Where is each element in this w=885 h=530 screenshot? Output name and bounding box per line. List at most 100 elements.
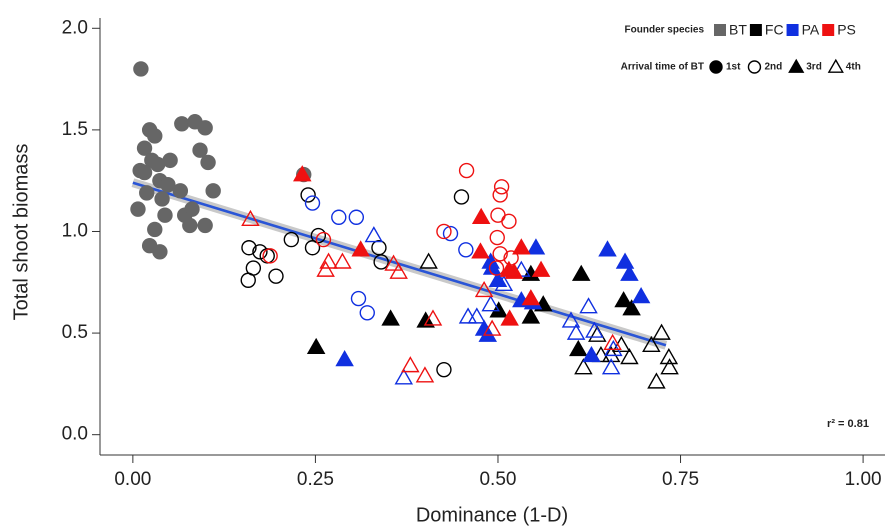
point [300,187,316,203]
point [521,307,541,324]
point [474,280,494,298]
legend-label: 4th [846,62,861,73]
point [591,345,611,363]
point [526,238,546,255]
point [585,321,604,338]
point [197,120,213,136]
point [615,252,635,269]
point [384,254,403,271]
point [240,272,256,288]
legend-label: 2nd [764,62,782,73]
point [631,287,651,304]
x-tick-label: 1.00 [845,469,882,490]
point [241,240,257,256]
point [471,242,490,259]
point [660,358,679,375]
point [566,323,586,340]
legend-title: Founder species [625,25,705,36]
point [205,183,221,199]
legend-marker [709,60,723,74]
point [419,252,438,269]
point [614,291,633,308]
point [139,185,155,201]
point [482,319,502,336]
point [268,268,284,284]
legend-label: 3rd [806,62,822,73]
point [304,240,321,256]
point [416,311,435,328]
y-tick-label: 1.5 [62,119,88,140]
point [499,260,519,277]
point [152,244,168,260]
point [659,348,679,365]
y-tick-label: 1.0 [62,220,88,241]
point [364,226,384,243]
x-axis-label: Dominance (1-D) [416,504,568,526]
legend-swatch [714,24,726,36]
point [490,207,506,223]
point [394,368,414,385]
point [493,179,510,195]
point [306,337,326,355]
legend-label: FC [765,22,784,38]
point [262,248,278,264]
point [381,309,400,326]
point [371,240,387,256]
point [620,348,639,365]
point [467,307,487,324]
point [133,61,149,77]
point [501,213,517,230]
x-tick-label: 0.00 [114,469,151,490]
point [184,201,200,217]
point [453,189,470,205]
point [579,297,598,314]
point [436,223,452,240]
x-tick-label: 0.75 [662,469,699,490]
point [458,162,475,179]
point [642,335,661,353]
point [458,242,474,258]
legend-label: PA [802,22,820,38]
point [601,345,621,363]
legend-title: Arrival time of BT [621,62,704,73]
point [521,289,541,306]
point [373,254,389,270]
point [401,356,420,373]
point [622,299,641,316]
point [154,191,170,207]
point [500,309,519,326]
legend-swatch [786,24,799,36]
point [147,128,163,144]
y-axis-label: Total shoot biomass [10,144,32,321]
point [136,164,153,181]
point [436,361,452,378]
point [512,238,531,255]
y-tick-label: 0.0 [62,424,88,445]
point [147,221,163,238]
point [478,325,498,342]
point [601,358,621,375]
point [162,152,178,169]
point [310,227,327,244]
legend-marker [827,58,844,73]
legend-marker [788,58,805,73]
r2-annotation: r² = 0.81 [827,418,869,430]
point [136,140,153,156]
point [488,260,505,276]
point [598,240,617,257]
point [389,262,408,279]
point [582,345,601,363]
point [241,209,260,227]
point [200,154,216,171]
point [348,209,365,225]
point [603,333,622,350]
point [620,264,639,281]
x-tick-label: 0.25 [297,469,334,490]
point [359,305,375,321]
point [157,207,173,223]
legend-label: PS [837,22,856,38]
point [293,165,312,182]
legend-label: 1st [726,62,741,73]
x-tick-label: 0.50 [479,469,516,490]
point [160,177,176,193]
